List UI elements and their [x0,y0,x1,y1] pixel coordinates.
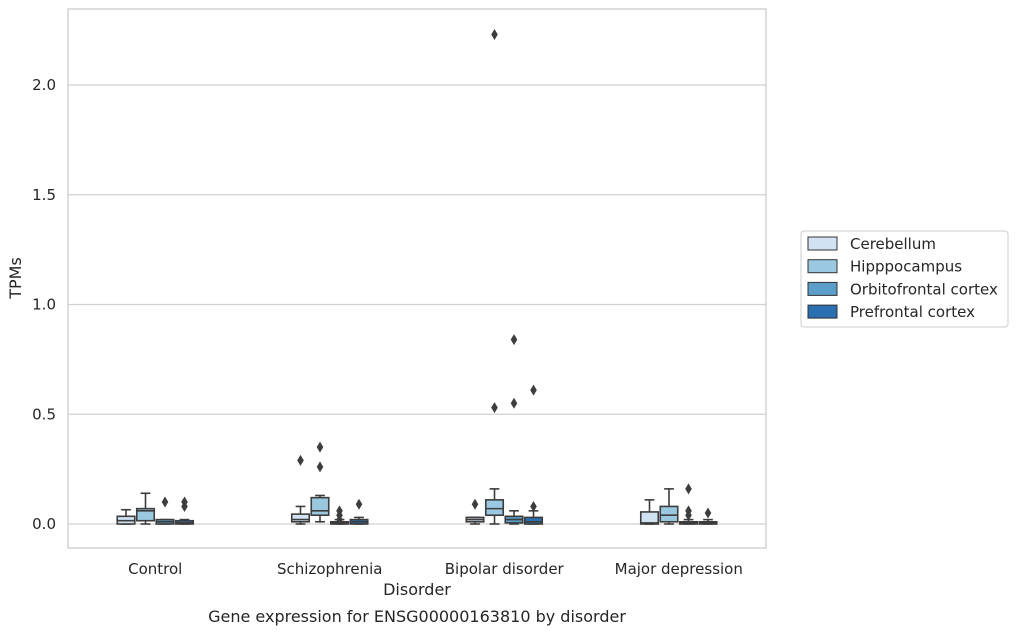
series-prefrontal-cortex [174,384,718,525]
outlier-point [491,402,498,414]
x-tick-labels: Control Schizophrenia Bipolar disorder Majo… [128,560,743,578]
y-axis-label: TPMs [6,257,25,300]
outlier-point [510,397,518,409]
legend-swatch [807,236,838,251]
x-axis-label: Disorder [383,580,451,599]
outlier-point [161,496,169,508]
y-tick-label: 1.0 [32,296,56,314]
legend-label: Hipppocampus [850,258,962,276]
legend-frame [800,230,1009,328]
box [310,496,330,517]
outlier-point [336,505,343,517]
series-hipppocampus [135,29,679,525]
legend-label: Prefrontal cortex [850,303,975,321]
outlier-point [530,500,537,512]
legend-swatch [807,304,838,319]
box [639,511,660,525]
plot-frame [67,8,767,549]
box [290,513,311,523]
outlier-point [471,498,479,510]
box [484,499,505,517]
box [659,505,679,523]
outlier-point [685,483,692,495]
y-tick-label: 0.5 [32,405,56,423]
x-tick-label: Schizophrenia [277,560,382,578]
legend-label: Orbitofrontal cortex [850,280,998,298]
y-tick-label: 0.0 [32,515,56,533]
outlier-point [297,454,304,466]
series-orbitofrontal-cortex [155,334,699,526]
outlier-point [355,498,363,510]
grid-lines [68,84,766,525]
legend-swatch [807,259,838,274]
box-series [116,29,718,526]
x-tick-label: Major depression [615,560,743,578]
outlier-point [704,507,712,519]
y-tick-label: 1.5 [32,186,56,204]
outlier-point [316,441,324,453]
x-tick-label: Control [128,560,182,578]
outlier-point [316,461,324,473]
x-tick-label: Bipolar disorder [445,560,565,578]
box [523,516,544,525]
legend-swatch [807,281,838,296]
legend: Cerebellum Hipppocampus Orbitofrontal cort… [800,230,1009,328]
y-tick-labels: 0.0 0.5 1.0 1.5 2.0 [32,76,56,533]
outlier-point [181,496,188,508]
y-tick-label: 2.0 [32,76,56,94]
series-cerebellum [116,454,660,525]
outlier-point [510,334,518,346]
legend-label: Cerebellum [850,235,936,253]
outlier-point [685,505,692,517]
outlier-point [491,29,498,41]
box [135,507,156,522]
outlier-point [530,384,537,396]
chart-caption: Gene expression for ENSG00000163810 by d… [208,607,626,626]
